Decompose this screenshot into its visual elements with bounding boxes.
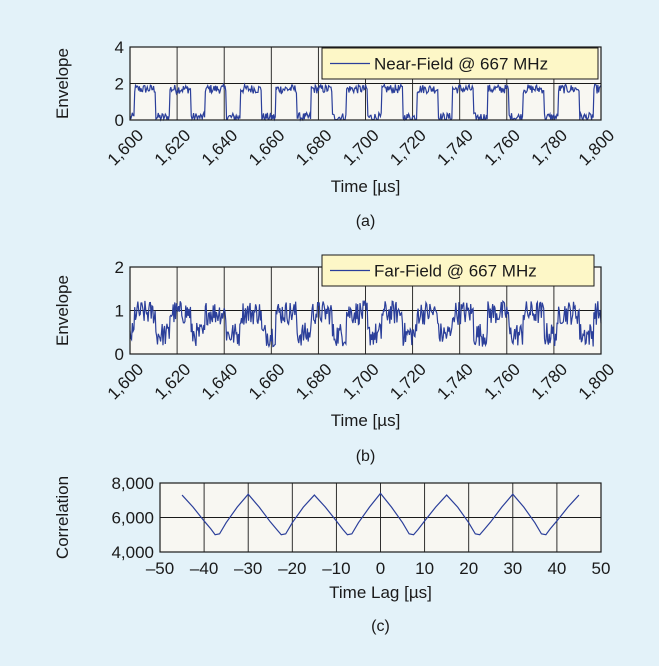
y-tick-label: 1 (115, 302, 124, 321)
y-axis-title: Envelope (53, 275, 72, 346)
x-tick-label: –10 (322, 559, 350, 578)
x-tick-label: 0 (376, 559, 385, 578)
x-tick-label: 1,800 (575, 126, 619, 170)
x-tick-label: –40 (190, 559, 218, 578)
x-tick-label: –30 (234, 559, 262, 578)
y-tick-label: 4 (115, 38, 124, 57)
x-tick-label: 40 (547, 559, 566, 578)
y-tick-label: 4,000 (111, 543, 154, 562)
legend: Near-Field @ 667 MHz (321, 47, 599, 80)
x-tick-label: 1,780 (528, 126, 572, 170)
x-tick-label: 1,780 (528, 360, 572, 404)
x-tick-label: 1,660 (245, 126, 289, 170)
x-tick-label: 1,640 (198, 360, 242, 404)
series-line (181, 492, 580, 536)
x-tick-label: 1,700 (339, 360, 383, 404)
series-line (129, 300, 602, 349)
x-tick-label: 1,640 (198, 126, 242, 170)
x-tick-label: 1,700 (339, 126, 383, 170)
x-tick-label: 1,760 (481, 126, 525, 170)
x-tick-label: 20 (459, 559, 478, 578)
series-line (129, 82, 602, 122)
y-tick-label: 2 (115, 75, 124, 94)
panel-caption: (b) (356, 448, 376, 465)
y-axis-title: Correlation (53, 476, 72, 559)
x-axis-title: Time [µs] (331, 411, 401, 430)
x-tick-label: 1,600 (104, 360, 148, 404)
y-tick-label: 0 (115, 345, 124, 364)
plot-frame (159, 482, 602, 553)
legend-label: Far-Field @ 667 MHz (374, 262, 537, 281)
plot-frame (129, 46, 602, 121)
x-tick-label: 1,740 (433, 126, 477, 170)
x-tick-label: 30 (503, 559, 522, 578)
x-tick-label: 1,680 (292, 360, 336, 404)
legend: Far-Field @ 667 MHz (321, 254, 595, 287)
legend-label: Near-Field @ 667 MHz (374, 55, 548, 74)
x-tick-label: 1,620 (151, 126, 195, 170)
panel-caption: (c) (371, 618, 390, 635)
y-axis-title: Envelope (53, 48, 72, 119)
x-tick-label: –20 (278, 559, 306, 578)
x-axis-title: Time [µs] (331, 177, 401, 196)
x-tick-label: 10 (415, 559, 434, 578)
chart-3: 4,000 6,000 8,000 –50 –40 –30 –20 –10 0 10 20 30 40 5… (53, 474, 610, 635)
x-tick-label: 50 (592, 559, 611, 578)
x-tick-label: –50 (146, 559, 174, 578)
y-tick-label: 8,000 (111, 474, 154, 493)
x-tick-label: 1,720 (386, 360, 430, 404)
x-tick-label: 1,740 (433, 360, 477, 404)
y-tick-label: 6,000 (111, 509, 154, 528)
y-tick-label: 2 (115, 258, 124, 277)
x-tick-label: 1,660 (245, 360, 289, 404)
x-tick-label: 1,720 (386, 126, 430, 170)
x-axis-title: Time Lag [µs] (329, 583, 432, 602)
x-tick-label: 1,600 (104, 126, 148, 170)
y-tick-label: 0 (115, 111, 124, 130)
x-tick-label: 1,680 (292, 126, 336, 170)
x-tick-label: 1,800 (575, 360, 619, 404)
x-tick-label: 1,620 (151, 360, 195, 404)
panel-caption: (a) (356, 213, 376, 230)
x-tick-label: 1,760 (481, 360, 525, 404)
